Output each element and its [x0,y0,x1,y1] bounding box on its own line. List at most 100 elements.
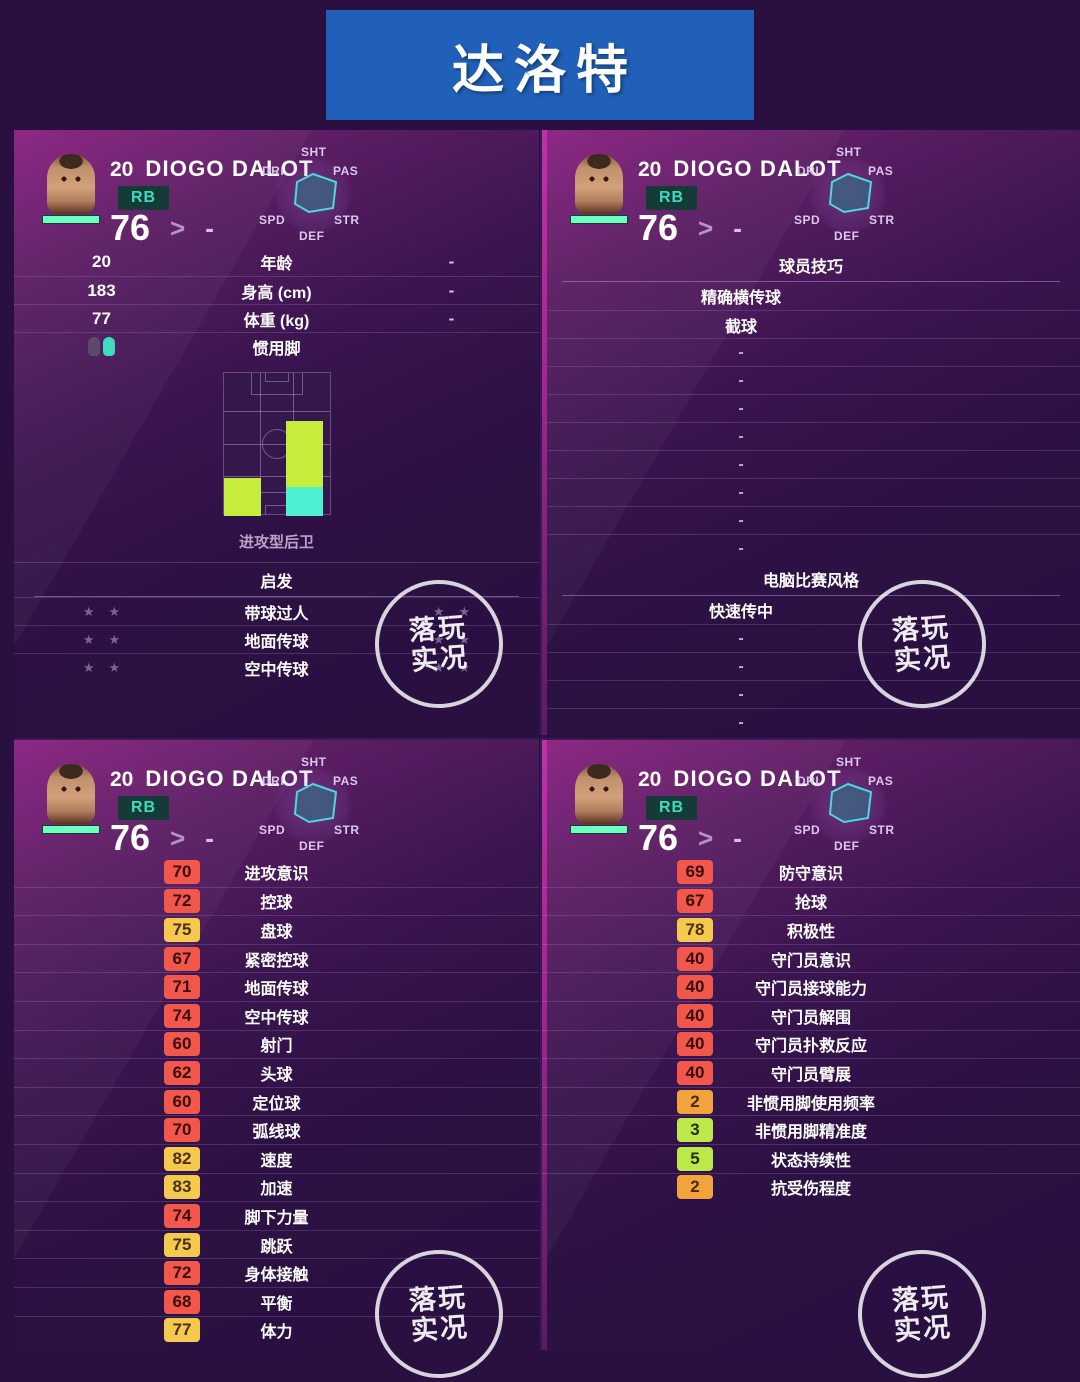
avatar [570,154,628,224]
radar-label-def: DEF [299,229,325,243]
alt-rating: - [205,213,214,243]
table-row: 77 体重 (kg) - [14,304,539,332]
skill-name: 精确横传球 [700,290,781,307]
stat-value: 68 [164,1289,200,1314]
list-item: - [542,708,1080,735]
stat-value: 75 [164,917,200,942]
stat-label: 积极性 [786,923,835,941]
table-row: 69 防守意识 [542,858,1080,887]
stat-label: 头球 [260,1066,293,1084]
alt-rating: - [733,213,742,243]
stat-value: 75 [164,1232,200,1257]
player-name-row: 20 DIOGO DALOT [110,766,314,792]
stat-value: 77 [164,1318,200,1343]
table-row: 40 守门员臂展 [542,1058,1080,1087]
position-badge: RB [646,186,698,210]
position-badge: RB [118,796,170,820]
stat-value: 40 [677,975,713,1000]
table-row: 75 跳跃 [14,1229,539,1259]
stat-label: 防守意识 [778,866,843,884]
position-role-label: 进攻型后卫 [238,534,314,551]
table-row: 60 定位球 [14,1086,539,1116]
chevron-right-icon: > [170,823,186,853]
com-style-name: 快速传中 [708,604,773,621]
bio-alt: - [448,280,455,300]
panel-edge-accent [542,740,547,1350]
inspiration-stars-left: ★ ★ [14,604,189,620]
com-style-name: - [738,713,744,731]
overall-rating: 76 [638,817,679,858]
bio-label: 体重 (kg) [243,312,310,330]
chevron-right-icon: > [698,823,714,853]
condition-bar [42,215,100,224]
table-row: 3 非惯用脚精准度 [542,1115,1080,1144]
left-foot-icon [88,337,100,356]
table-row: 70 进攻意识 [14,858,539,887]
table-row: 71 地面传球 [14,972,539,1001]
player-name-row: 20 DIOGO DALOT [638,156,842,182]
title-banner-area: 达洛特 [0,0,1080,130]
avatar [42,764,100,834]
table-row: 67 抢球 [542,886,1080,916]
pitch-grid-line [259,373,261,514]
position-map-area [14,360,539,516]
stat-value: 74 [164,1203,200,1228]
attacking-stats-list: 70 进攻意识 72 控球 75 盘球 67 紧密控球 71 地面传球 74 空中传球 60… [14,858,539,1344]
card-header-skills: 20 DIOGO DALOT RB 76 > - SHT PAS STR DEF… [542,130,1080,248]
right-foot-icon [103,337,115,356]
stat-value: 78 [677,917,713,942]
overall-rating: 76 [110,817,151,858]
com-style-name: - [738,629,744,647]
table-row: 78 积极性 [542,915,1080,944]
radar-chart: SHT PAS STR DEF SPD DRI [257,752,369,856]
table-row: 62 头球 [14,1058,539,1087]
stat-label: 速度 [260,1152,293,1170]
stat-label: 脚下力量 [244,1209,309,1227]
skill-name: - [738,455,744,473]
player-name: DIOGO DALOT [673,766,842,791]
list-item: - [542,534,1080,562]
stat-label: 抢球 [794,895,827,913]
divider [562,281,1060,282]
card-header-defensive: 20 DIOGO DALOT RB 76 > - SHT PAS STR DEF… [542,740,1080,858]
list-item: - [542,450,1080,478]
stat-value: 40 [677,1060,713,1085]
stat-value: 82 [164,1146,200,1171]
table-row: 40 守门员接球能力 [542,972,1080,1001]
player-number: 20 [638,768,662,791]
bio-alt: - [448,308,455,328]
stat-value: 2 [677,1175,713,1200]
bio-label: 惯用脚 [252,340,301,358]
radar-label-sht: SHT [301,145,327,159]
player-name: DIOGO DALOT [145,156,314,181]
page-title: 达洛特 [451,41,638,100]
radar-label-def: DEF [299,839,325,853]
table-row: 40 守门员扑救反应 [542,1029,1080,1059]
table-row: 惯用脚 [14,332,539,360]
card-header-attacking: 20 DIOGO DALOT RB 76 > - SHT PAS STR DEF… [14,740,539,858]
table-row: 82 速度 [14,1143,539,1173]
inspiration-stars-left: ★ ★ [14,660,189,676]
skill-name: - [738,343,744,361]
stat-value: 71 [164,975,200,1000]
bio-value: 183 [87,280,116,300]
position-cell [223,478,261,516]
bio-label: 年龄 [260,256,293,273]
stat-label: 非惯用脚使用频率 [746,1095,875,1113]
radar-polygon [828,782,873,824]
radar-label-def: DEF [834,839,860,853]
position-pitch-map [222,372,331,516]
table-row: 67 紧密控球 [14,943,539,973]
radar-label-spd: SPD [794,823,821,837]
player-number: 20 [110,158,134,181]
position-cell-primary [285,487,323,516]
stat-label: 守门员臂展 [770,1066,851,1084]
skill-name: - [738,511,744,529]
star-icon: ★ [108,603,121,619]
stat-label: 盘球 [260,923,293,941]
stat-label: 平衡 [260,1295,293,1313]
star-icon: ★ [82,631,95,647]
divider [562,595,1060,596]
stat-label: 守门员扑救反应 [754,1038,867,1056]
list-item: 精确横传球 [542,282,1080,310]
